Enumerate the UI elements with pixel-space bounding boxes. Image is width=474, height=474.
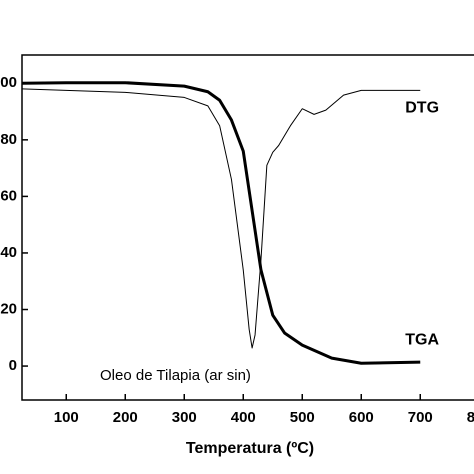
y-tick-label: 0 (9, 357, 17, 374)
y-tick-label: 20 (0, 300, 17, 317)
x-tick-label: 400 (231, 409, 256, 426)
x-tick-label: 100 (54, 409, 79, 426)
y-tick-label: 60 (0, 187, 17, 204)
x-tick-label: 800 (467, 409, 474, 426)
x-axis-label: Temperatura (ºC) (186, 440, 314, 457)
x-tick-label: 700 (408, 409, 433, 426)
annotation: Oleo de Tilapia (ar sin) (100, 367, 251, 384)
x-tick-label: 200 (113, 409, 138, 426)
line (21, 81, 421, 365)
series-label: DTG (405, 100, 439, 117)
y-tick-label: 80 (0, 131, 17, 148)
series-label: TGA (405, 331, 439, 348)
x-tick-label: 500 (290, 409, 315, 426)
line (21, 88, 421, 349)
x-tick-label: 600 (349, 409, 374, 426)
y-tick-label: 40 (0, 244, 17, 261)
plot-frame (21, 54, 474, 401)
x-tick-label: 300 (172, 409, 197, 426)
y-tick-label: 100 (0, 74, 17, 91)
